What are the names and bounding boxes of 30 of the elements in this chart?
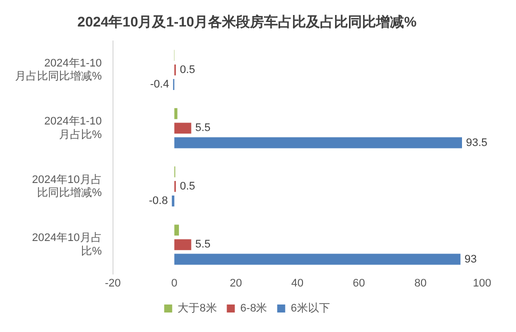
data-label: -0.4 — [150, 78, 170, 91]
x-tick-label: 60 — [352, 277, 366, 290]
x-tick-label: 100 — [472, 277, 492, 290]
y-tick-label: 2024年10月占比同比增减% — [32, 172, 102, 200]
y-tick-label: 2024年10月占比% — [32, 231, 102, 258]
bar — [172, 196, 174, 206]
x-tick-label: 20 — [230, 277, 242, 290]
legend-label: 6-8米 — [240, 302, 268, 315]
bar — [174, 108, 178, 120]
x-tick-label: -20 — [104, 277, 121, 290]
data-label: 5.5 — [195, 238, 211, 251]
data-label: 5.5 — [195, 122, 211, 134]
y-tick-label: 2024年1-10月占比同比增减% — [15, 57, 102, 83]
data-label: 93 — [464, 253, 477, 266]
bar — [174, 224, 179, 236]
x-tick-label: 80 — [414, 277, 427, 290]
bar — [174, 137, 462, 148]
chart-title: 2024年10月及1-10月各米段房车占比及占比同比增减% — [77, 13, 418, 30]
data-label: 0.5 — [180, 64, 196, 76]
x-tick-label: 40 — [291, 277, 304, 290]
bar — [174, 239, 192, 250]
x-tick-label: 0 — [171, 277, 178, 290]
bar — [174, 122, 192, 134]
legend-label: 6米以下 — [290, 302, 330, 315]
data-label: 0.5 — [180, 180, 196, 192]
legend-label: 大于8米 — [178, 302, 217, 315]
bar — [174, 254, 460, 265]
y-tick-label: 2024年1-10月占比% — [44, 116, 102, 141]
data-label: 93.5 — [466, 136, 488, 149]
data-label: -0.8 — [148, 195, 168, 208]
